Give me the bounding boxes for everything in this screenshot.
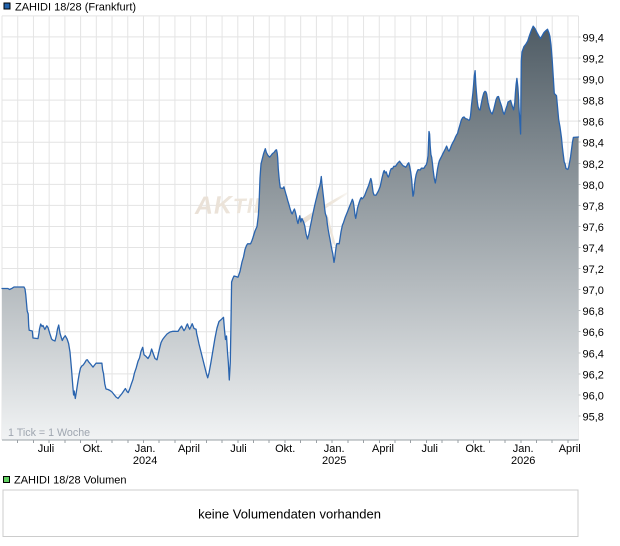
svg-text:2024: 2024: [133, 455, 157, 467]
svg-text:Jan.: Jan.: [513, 443, 534, 455]
svg-text:97,0: 97,0: [583, 285, 604, 297]
svg-text:98,2: 98,2: [583, 159, 604, 171]
svg-text:96,6: 96,6: [583, 327, 604, 339]
svg-text:April: April: [372, 443, 394, 455]
svg-text:99,2: 99,2: [583, 54, 604, 66]
svg-text:Juli: Juli: [38, 443, 55, 455]
svg-text:96,0: 96,0: [583, 390, 604, 402]
svg-text:Juli: Juli: [230, 443, 247, 455]
svg-text:April: April: [178, 443, 200, 455]
svg-text:Okt.: Okt.: [465, 443, 485, 455]
svg-text:Okt.: Okt.: [83, 443, 103, 455]
svg-text:98,8: 98,8: [583, 96, 604, 108]
svg-text:2025: 2025: [322, 455, 346, 467]
svg-text:98,6: 98,6: [583, 117, 604, 129]
svg-text:96,2: 96,2: [583, 369, 604, 381]
svg-text:Jan.: Jan.: [135, 443, 156, 455]
svg-text:1 Tick = 1 Woche: 1 Tick = 1 Woche: [8, 427, 90, 439]
svg-text:97,4: 97,4: [583, 243, 604, 255]
svg-text:Okt.: Okt.: [275, 443, 295, 455]
svg-text:ZAHIDI 18/28 Volumen: ZAHIDI 18/28 Volumen: [14, 475, 127, 487]
svg-text:97,8: 97,8: [583, 201, 604, 213]
svg-text:April: April: [559, 443, 581, 455]
svg-text:99,0: 99,0: [583, 75, 604, 87]
svg-text:95,8: 95,8: [583, 412, 604, 424]
svg-text:97,6: 97,6: [583, 222, 604, 234]
svg-text:keine Volumendaten vorhanden: keine Volumendaten vorhanden: [198, 507, 381, 522]
svg-text:99,4: 99,4: [583, 32, 604, 44]
svg-text:96,8: 96,8: [583, 306, 604, 318]
svg-text:Jan.: Jan.: [324, 443, 345, 455]
svg-text:96,4: 96,4: [583, 348, 604, 360]
svg-text:ZAHIDI 18/28 (Frankfurt): ZAHIDI 18/28 (Frankfurt): [15, 2, 136, 14]
svg-text:98,4: 98,4: [583, 138, 604, 150]
svg-text:97,2: 97,2: [583, 264, 604, 276]
svg-text:2026: 2026: [511, 455, 535, 467]
svg-text:98,0: 98,0: [583, 180, 604, 192]
svg-text:Juli: Juli: [421, 443, 438, 455]
